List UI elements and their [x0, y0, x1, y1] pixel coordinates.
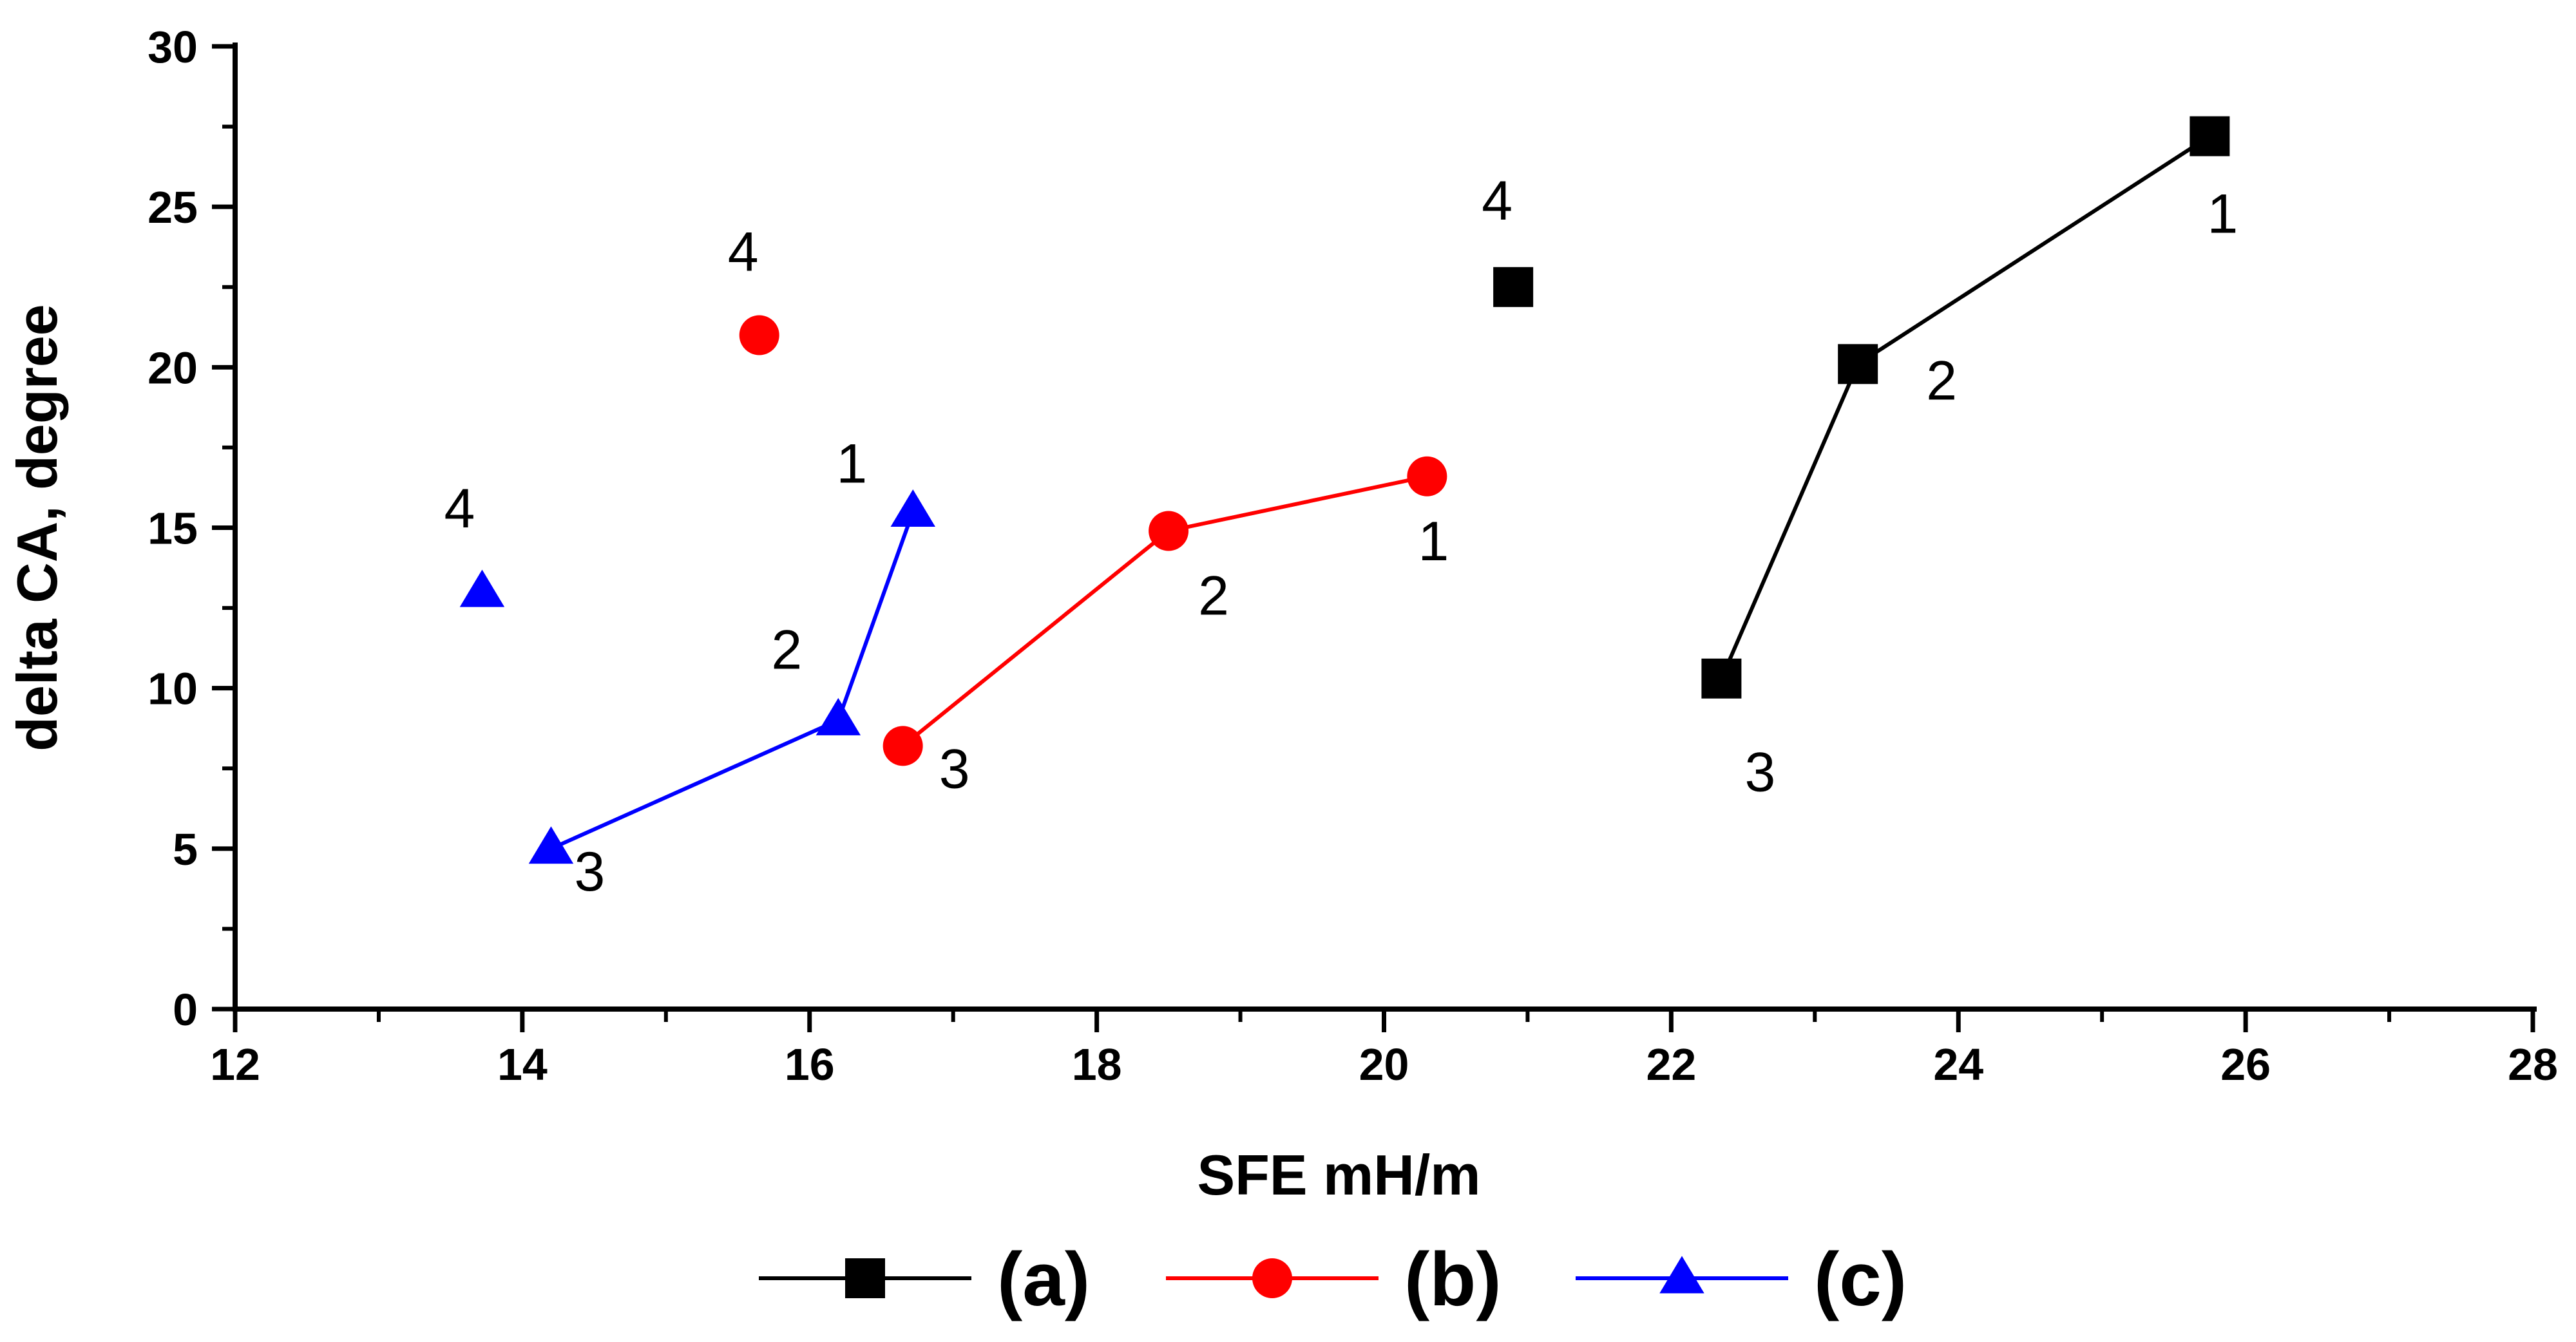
series-2: 1 2 3 4 — [728, 222, 1449, 800]
data-point-label: 1 — [836, 433, 867, 495]
data-point — [739, 315, 779, 355]
data-point-label: 2 — [1198, 565, 1229, 627]
legend-marker — [1659, 1256, 1704, 1294]
data-point-label: 4 — [1482, 170, 1512, 232]
data-point-label: 3 — [1744, 742, 1775, 804]
data-point-label: 2 — [771, 619, 802, 681]
data-point — [883, 726, 923, 766]
data-point — [1493, 267, 1534, 307]
legend-item-1: (a) — [759, 1237, 1090, 1322]
y-axis-title: delta CA, degree — [5, 304, 69, 751]
y-tick-label: 30 — [148, 22, 198, 72]
series-line — [550, 511, 915, 851]
y-tick-label: 0 — [173, 985, 198, 1035]
data-point-label: 2 — [1926, 350, 1957, 411]
x-tick-label: 16 — [785, 1039, 835, 1090]
legend-label: (c) — [1814, 1237, 1907, 1322]
legend-marker — [845, 1258, 885, 1298]
x-axis-title: SFE mH/m — [1197, 1143, 1480, 1207]
series-3: 1 2 3 4 — [444, 433, 935, 903]
data-point — [816, 697, 861, 735]
legend-label: (a) — [997, 1237, 1090, 1322]
x-tick-label: 20 — [1359, 1039, 1409, 1090]
x-tick-label: 26 — [2220, 1039, 2271, 1090]
x-tick-label: 12 — [210, 1039, 260, 1090]
y-tick-label: 5 — [173, 824, 198, 874]
data-point — [528, 826, 574, 864]
data-point — [459, 569, 505, 607]
data-point — [1407, 456, 1447, 496]
data-point — [1701, 658, 1742, 699]
series-line — [1719, 135, 2211, 679]
data-point — [1149, 511, 1189, 551]
legend-marker — [1252, 1258, 1292, 1298]
y-tick-label: 10 — [148, 664, 198, 714]
y-tick-label: 15 — [148, 504, 198, 554]
data-point-label: 3 — [575, 841, 606, 903]
y-tick-label: 25 — [148, 182, 198, 232]
series-1: 1 2 3 4 — [1482, 116, 2238, 804]
series-layer: 1 2 3 4 1 2 3 4 1 2 3 4 — [444, 116, 2238, 903]
data-point-label: 1 — [1418, 511, 1449, 572]
data-point — [1838, 344, 1878, 384]
x-tick-label: 18 — [1072, 1039, 1122, 1090]
x-tick-label: 22 — [1646, 1039, 1696, 1090]
x-tick-label: 28 — [2508, 1039, 2558, 1090]
y-tick-label: 20 — [148, 343, 198, 393]
data-point-label: 4 — [728, 222, 759, 283]
data-point-label: 3 — [939, 738, 970, 800]
legend-item-2: (b) — [1166, 1237, 1502, 1322]
x-tick-label: 14 — [497, 1039, 548, 1090]
data-point-label: 4 — [444, 478, 475, 540]
x-tick-label: 24 — [1933, 1039, 1983, 1090]
data-point-label: 1 — [2207, 184, 2238, 245]
legend: (a) (b) (c) — [759, 1237, 1907, 1322]
data-point — [890, 489, 935, 527]
data-point — [2190, 116, 2230, 156]
legend-item-3: (c) — [1576, 1237, 1907, 1322]
legend-label: (b) — [1404, 1237, 1502, 1322]
